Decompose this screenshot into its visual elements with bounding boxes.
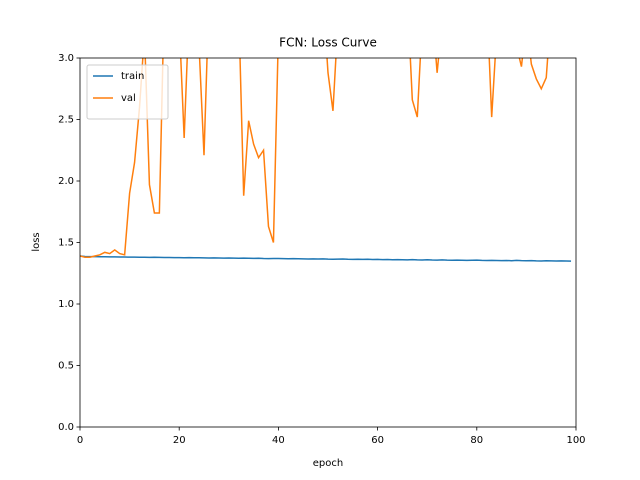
y-tick-label: 0.0 — [58, 422, 74, 433]
series-line — [80, 255, 572, 262]
chart-title: FCN: Loss Curve — [279, 36, 377, 50]
legend-box — [86, 64, 169, 120]
y-tick-label: 3.0 — [58, 53, 74, 64]
x-tick-label: 40 — [272, 435, 285, 446]
x-tick-label: 20 — [173, 435, 186, 446]
y-tick-label: 2.5 — [58, 115, 74, 126]
y-tick-label: 1.5 — [58, 238, 74, 249]
x-tick-label: 80 — [470, 435, 483, 446]
y-tick-label: 2.0 — [58, 176, 74, 187]
legend-label: val — [121, 93, 136, 104]
legend: train val — [86, 64, 169, 120]
legend-label: train — [121, 71, 144, 82]
y-tick-label: 0.5 — [58, 361, 74, 372]
x-tick-label: 0 — [77, 435, 83, 446]
y-tick-label: 1.0 — [58, 299, 74, 310]
x-axis-label: epoch — [313, 458, 343, 469]
x-tick-label: 60 — [371, 435, 384, 446]
x-tick-label: 100 — [566, 435, 585, 446]
y-axis-label: loss — [31, 232, 42, 251]
